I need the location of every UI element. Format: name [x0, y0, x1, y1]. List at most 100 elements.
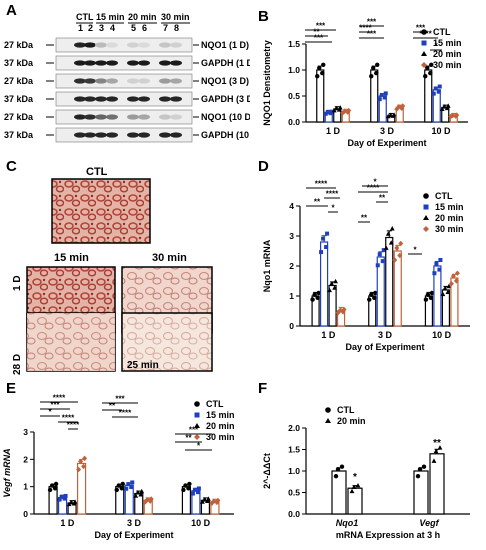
significance-marker: *** — [50, 401, 60, 410]
y-axis-label: Nqo1 mRNA — [262, 239, 272, 292]
data-point — [369, 74, 374, 79]
significance-marker: ** — [361, 214, 368, 223]
blot-kda-marker: 27 kDa — [4, 40, 34, 50]
data-point — [437, 84, 442, 89]
data-point — [355, 483, 361, 488]
panel-label-c: C — [6, 158, 17, 175]
data-point — [346, 107, 352, 114]
blot-row-label: GAPDH (1 D) — [201, 58, 250, 68]
data-point — [425, 65, 430, 71]
data-point — [195, 490, 200, 495]
data-point — [380, 259, 385, 264]
data-point — [437, 267, 442, 272]
blot-band — [106, 60, 118, 66]
panel-label-d: D — [258, 158, 269, 175]
y-tick-label: 1 — [23, 482, 28, 492]
data-point — [374, 70, 379, 76]
legend-label: CTL — [435, 191, 453, 201]
significance-marker: *** — [314, 34, 324, 43]
data-point — [441, 104, 447, 109]
blot-group-30min: 30 min — [161, 12, 190, 22]
data-point — [429, 62, 434, 67]
blot-band — [74, 42, 86, 48]
histo-row-1d: 1 D — [12, 275, 23, 291]
blot-row-label: NQO1 (3 D) — [201, 76, 249, 86]
legend-label: 15 min — [433, 38, 462, 48]
bar — [376, 256, 385, 327]
blot-band — [95, 60, 107, 66]
legend-label: 20 min — [433, 49, 462, 59]
data-point — [187, 481, 192, 487]
y-tick-label: 2 — [23, 454, 28, 464]
data-point — [76, 466, 82, 473]
bar — [429, 453, 445, 515]
blot-kda-marker: 37 kDa — [4, 58, 34, 68]
blot-kda-marker: 27 kDa — [4, 112, 34, 122]
y-tick-label: 1.5 — [288, 39, 300, 49]
legend-marker — [194, 412, 200, 418]
histo-image-15min-28d — [27, 313, 115, 371]
data-point — [351, 484, 357, 489]
data-point — [325, 231, 330, 236]
data-point — [423, 297, 429, 302]
blot-band — [170, 78, 182, 84]
y-tick-label: 0.0 — [288, 117, 300, 127]
data-point — [454, 270, 460, 276]
data-point — [377, 97, 382, 102]
bar — [385, 236, 394, 327]
legend-label: 30 min — [433, 60, 462, 70]
significance-marker: **** — [367, 184, 380, 193]
y-tick-label: 4 — [289, 201, 294, 211]
data-point — [450, 112, 456, 119]
y-axis-label: NQO1 Densitometry — [262, 40, 272, 126]
bar — [393, 250, 402, 327]
data-point — [385, 231, 391, 236]
data-point — [133, 493, 139, 498]
data-point — [120, 481, 125, 487]
significance-marker: **** — [62, 414, 75, 423]
blot-band — [95, 114, 107, 120]
data-point — [202, 497, 207, 502]
blot-strip — [55, 91, 193, 107]
data-point — [82, 455, 88, 462]
blot-lane-number: 4 — [110, 23, 115, 33]
data-point — [371, 65, 376, 71]
legend-marker — [421, 62, 427, 68]
data-point — [328, 111, 333, 116]
blot-row-label: NQO1 (1 D) — [201, 40, 249, 50]
panel-label-f: F — [258, 380, 268, 397]
blot-strip — [55, 37, 193, 53]
data-point — [78, 458, 84, 465]
x-tick-label: 10 D — [431, 126, 451, 136]
legend-label: 20 min — [435, 213, 464, 223]
data-point — [130, 480, 135, 485]
data-point — [135, 490, 141, 495]
data-point — [431, 458, 437, 463]
blot-band — [74, 132, 86, 138]
data-point — [329, 281, 334, 286]
significance-marker: **** — [315, 180, 328, 189]
histo-col-30min: 30 min — [152, 252, 187, 264]
data-point — [453, 113, 459, 119]
significance-marker: **** — [359, 24, 372, 33]
data-point — [438, 258, 443, 262]
data-point — [320, 70, 325, 76]
blot-strip — [55, 55, 193, 71]
x-axis-label: mRNA Expression at 3 h — [336, 530, 440, 540]
data-point — [377, 252, 382, 257]
data-point — [394, 245, 400, 251]
blot-row-label: NQO1 (10 D) — [201, 112, 250, 122]
blot-kda-marker: 37 kDa — [4, 94, 34, 104]
legend-marker — [194, 401, 200, 407]
data-point — [375, 263, 380, 268]
blot-band — [138, 114, 150, 120]
data-point — [396, 104, 402, 110]
blot-kda-marker: 37 kDa — [4, 130, 34, 140]
blot-band — [170, 132, 182, 138]
data-point — [372, 295, 377, 300]
data-point — [336, 107, 342, 112]
x-tick-label: 1 D — [321, 330, 336, 340]
data-point — [71, 501, 77, 506]
blot-group-ctl: CTL — [76, 12, 94, 22]
blot-band — [95, 42, 107, 48]
